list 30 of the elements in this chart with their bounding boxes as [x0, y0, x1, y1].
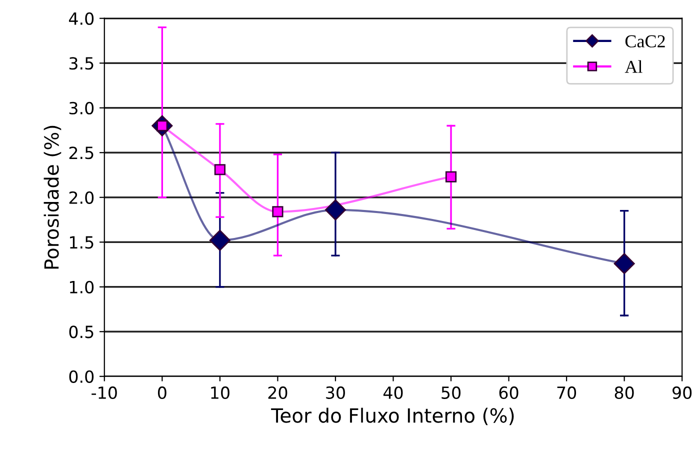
y-tick-label: 0.0	[69, 370, 94, 383]
x-tick-label: 20	[268, 386, 288, 400]
x-tick-label: 60	[499, 386, 518, 400]
y-tick-label: 1.0	[70, 280, 94, 294]
point	[614, 253, 635, 274]
x-tick-label: 90	[672, 386, 692, 400]
y-tick-label: 1.5	[70, 236, 94, 249]
point	[445, 171, 457, 182]
x-tick-label: 0	[158, 386, 166, 400]
x-tick-label: 50	[442, 386, 461, 400]
y-tick-label: 0.5	[69, 326, 94, 338]
y-tick-label: 2.5	[69, 146, 94, 160]
x-tick-label: -10	[92, 386, 117, 400]
x-axis-title: Teor do Fluxo Interno (%)	[271, 408, 514, 426]
y-tick-label: 2.0	[69, 191, 94, 204]
legend-label: Al	[624, 60, 642, 73]
point	[324, 199, 346, 220]
y-tick-label: 3.0	[69, 102, 94, 114]
x-tick-label: 10	[211, 386, 230, 400]
legend-label: CaC2	[625, 35, 665, 48]
point	[214, 164, 226, 176]
y-tick-label: 3.5	[69, 57, 94, 70]
x-tick-label: 70	[557, 386, 576, 400]
x-tick-label: 80	[614, 386, 634, 400]
y-axis-title: Porosidade (%)	[44, 126, 62, 269]
y-tick-label: 4.0	[68, 12, 94, 25]
x-tick-label: 30	[326, 386, 345, 400]
x-tick-label: 40	[383, 386, 403, 400]
point	[209, 230, 230, 251]
point	[272, 206, 284, 218]
